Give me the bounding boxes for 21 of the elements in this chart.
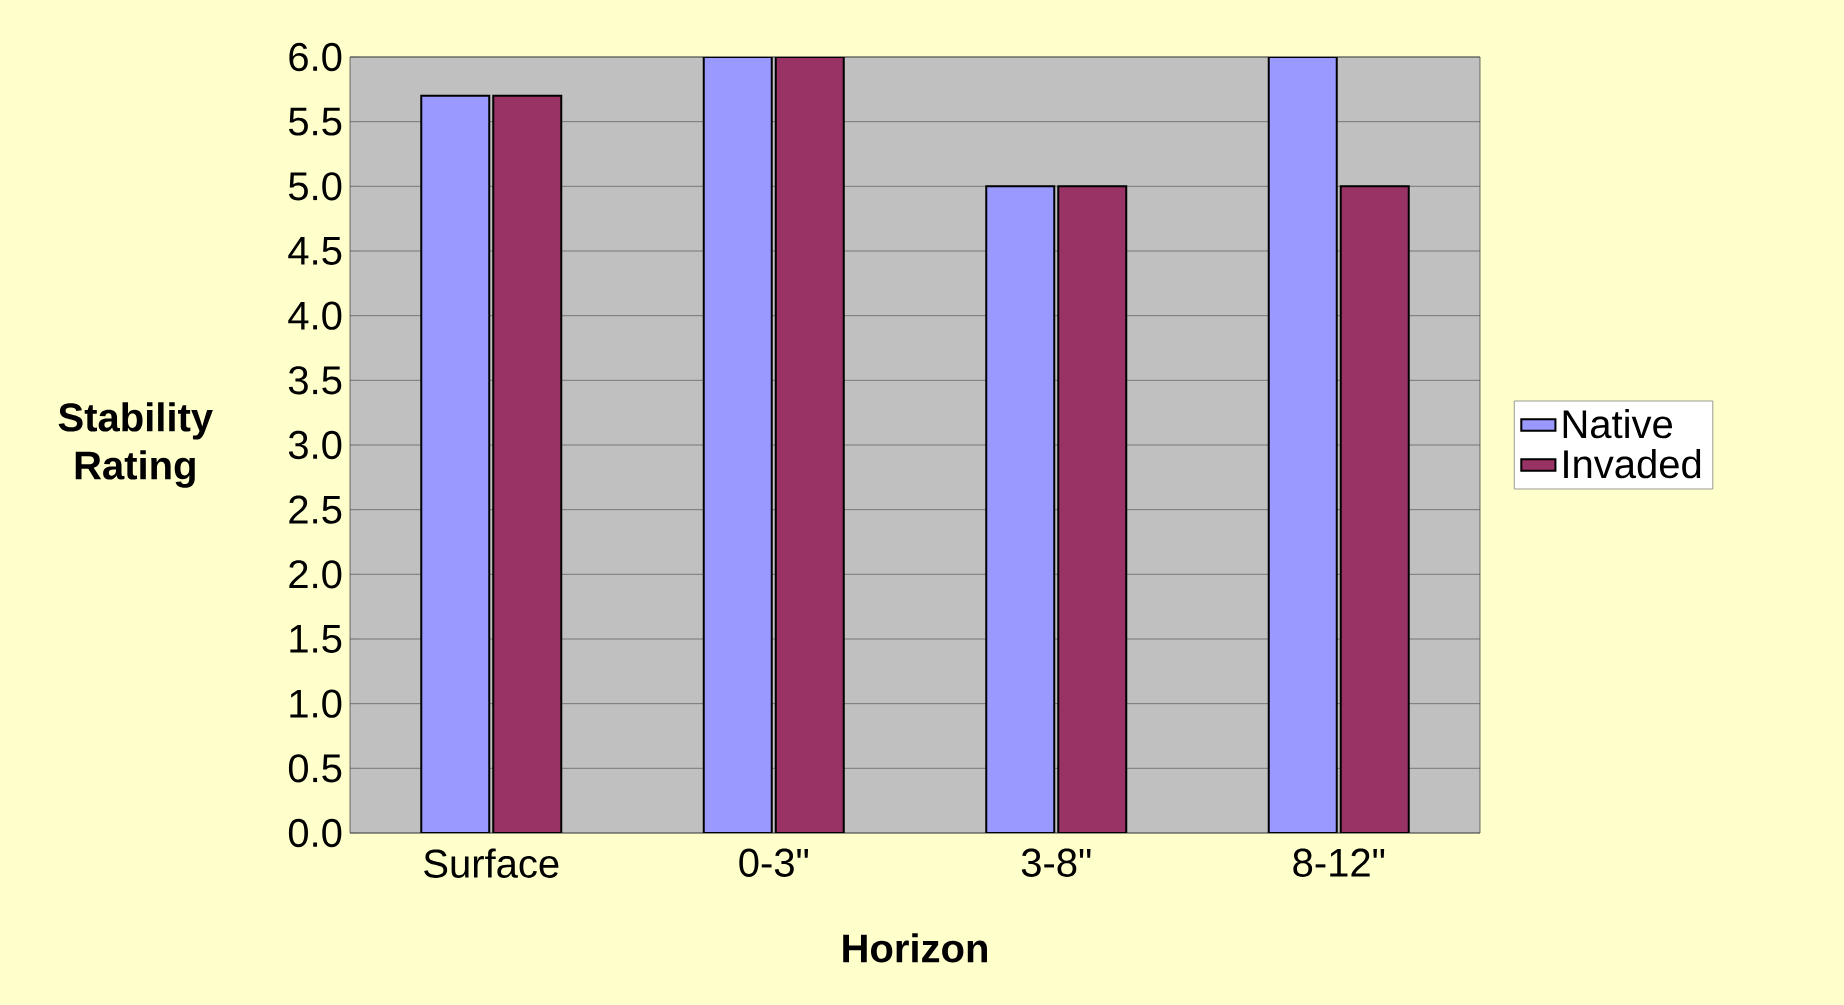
y-tick-label: 3.5 <box>288 366 342 395</box>
x-tick-label: 0-3" <box>739 848 809 877</box>
y-tick-label: 1.5 <box>290 625 342 653</box>
y-tick-label: 4.0 <box>288 301 342 330</box>
y-tick-label: 5.5 <box>288 107 342 136</box>
y-tick-label: 6.0 <box>289 42 342 72</box>
x-axis-title: Horizon <box>843 933 987 963</box>
legend-label: Native <box>1563 409 1673 439</box>
y-axis-title: Stability Rating <box>58 402 213 488</box>
x-tick-label: 8-12" <box>1293 848 1385 877</box>
y-tick-label: 1.0 <box>290 689 342 718</box>
y-tick-label: 5.0 <box>288 172 342 201</box>
y-tick-label: 0.5 <box>288 754 342 783</box>
x-tick-label: Surface <box>424 848 559 878</box>
legend-label: Invaded <box>1564 448 1701 479</box>
x-tick-label: 3-8" <box>1021 848 1091 877</box>
y-tick-label: 2.0 <box>289 560 342 589</box>
y-tick-label: 3.0 <box>288 430 342 460</box>
y-tick-label: 4.5 <box>288 237 342 265</box>
y-tick-label: 2.5 <box>289 495 342 524</box>
y-tick-label: 0.0 <box>288 818 342 848</box>
